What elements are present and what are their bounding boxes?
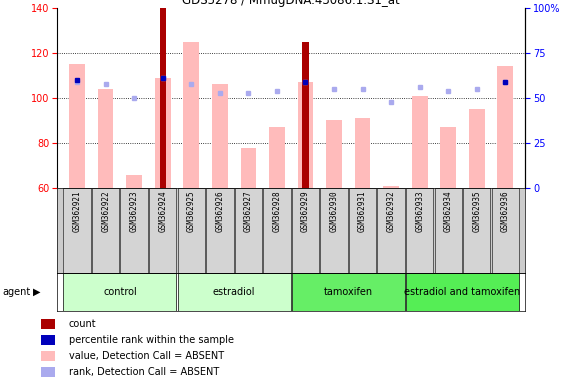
Bar	[41, 367, 55, 377]
Bar	[120, 188, 148, 273]
Text: GSM362922: GSM362922	[101, 191, 110, 232]
Bar	[435, 188, 462, 273]
Bar	[41, 335, 55, 345]
Bar	[412, 96, 428, 188]
Bar	[178, 273, 291, 311]
Bar	[63, 273, 176, 311]
Text: GSM362932: GSM362932	[387, 191, 396, 232]
Bar	[206, 188, 234, 273]
Bar	[155, 78, 171, 188]
Bar	[292, 273, 405, 311]
Bar	[320, 188, 348, 273]
Bar	[235, 188, 262, 273]
Text: GSM362935: GSM362935	[472, 191, 481, 232]
Bar	[69, 64, 85, 188]
Title: GDS5278 / MmugDNA.43086.1.S1_at: GDS5278 / MmugDNA.43086.1.S1_at	[182, 0, 400, 7]
Text: GSM362930: GSM362930	[329, 191, 339, 232]
Text: GSM362924: GSM362924	[158, 191, 167, 232]
Text: GSM362927: GSM362927	[244, 191, 253, 232]
Bar	[160, 8, 166, 188]
Text: GSM362929: GSM362929	[301, 191, 310, 232]
Bar	[349, 188, 376, 273]
Bar	[92, 188, 119, 273]
Text: GSM362926: GSM362926	[215, 191, 224, 232]
Text: percentile rank within the sample: percentile rank within the sample	[69, 335, 234, 345]
Bar	[212, 84, 228, 188]
Bar	[41, 351, 55, 361]
Text: agent: agent	[3, 287, 31, 297]
Text: GSM362925: GSM362925	[187, 191, 196, 232]
Bar	[377, 188, 405, 273]
Bar	[355, 118, 371, 188]
Bar	[463, 188, 490, 273]
Bar	[149, 188, 176, 273]
Text: count: count	[69, 319, 96, 329]
Bar	[41, 319, 55, 329]
Text: GSM362936: GSM362936	[501, 191, 510, 232]
Bar	[326, 121, 342, 188]
Text: estradiol: estradiol	[213, 287, 255, 297]
Text: GSM362923: GSM362923	[130, 191, 139, 232]
Bar	[178, 188, 205, 273]
Bar	[440, 127, 456, 188]
Bar	[406, 273, 519, 311]
Text: rank, Detection Call = ABSENT: rank, Detection Call = ABSENT	[69, 367, 219, 377]
Bar	[406, 188, 433, 273]
Text: GSM362928: GSM362928	[272, 191, 282, 232]
Bar	[263, 188, 291, 273]
Bar	[383, 186, 399, 188]
Bar	[240, 147, 256, 188]
Bar	[492, 188, 519, 273]
Bar	[126, 175, 142, 188]
Text: GSM362931: GSM362931	[358, 191, 367, 232]
Text: tamoxifen: tamoxifen	[324, 287, 373, 297]
Text: control: control	[103, 287, 137, 297]
Bar	[297, 82, 313, 188]
Bar	[292, 188, 319, 273]
Bar	[183, 41, 199, 188]
Text: GSM362921: GSM362921	[73, 191, 82, 232]
Bar	[497, 66, 513, 188]
Text: GSM362934: GSM362934	[444, 191, 453, 232]
Bar	[469, 109, 485, 188]
Text: value, Detection Call = ABSENT: value, Detection Call = ABSENT	[69, 351, 224, 361]
Text: estradiol and tamoxifen: estradiol and tamoxifen	[404, 287, 521, 297]
Bar	[98, 89, 114, 188]
Text: GSM362933: GSM362933	[415, 191, 424, 232]
Bar	[63, 188, 91, 273]
Bar	[269, 127, 285, 188]
Text: ▶: ▶	[33, 287, 41, 297]
Bar	[303, 41, 309, 188]
